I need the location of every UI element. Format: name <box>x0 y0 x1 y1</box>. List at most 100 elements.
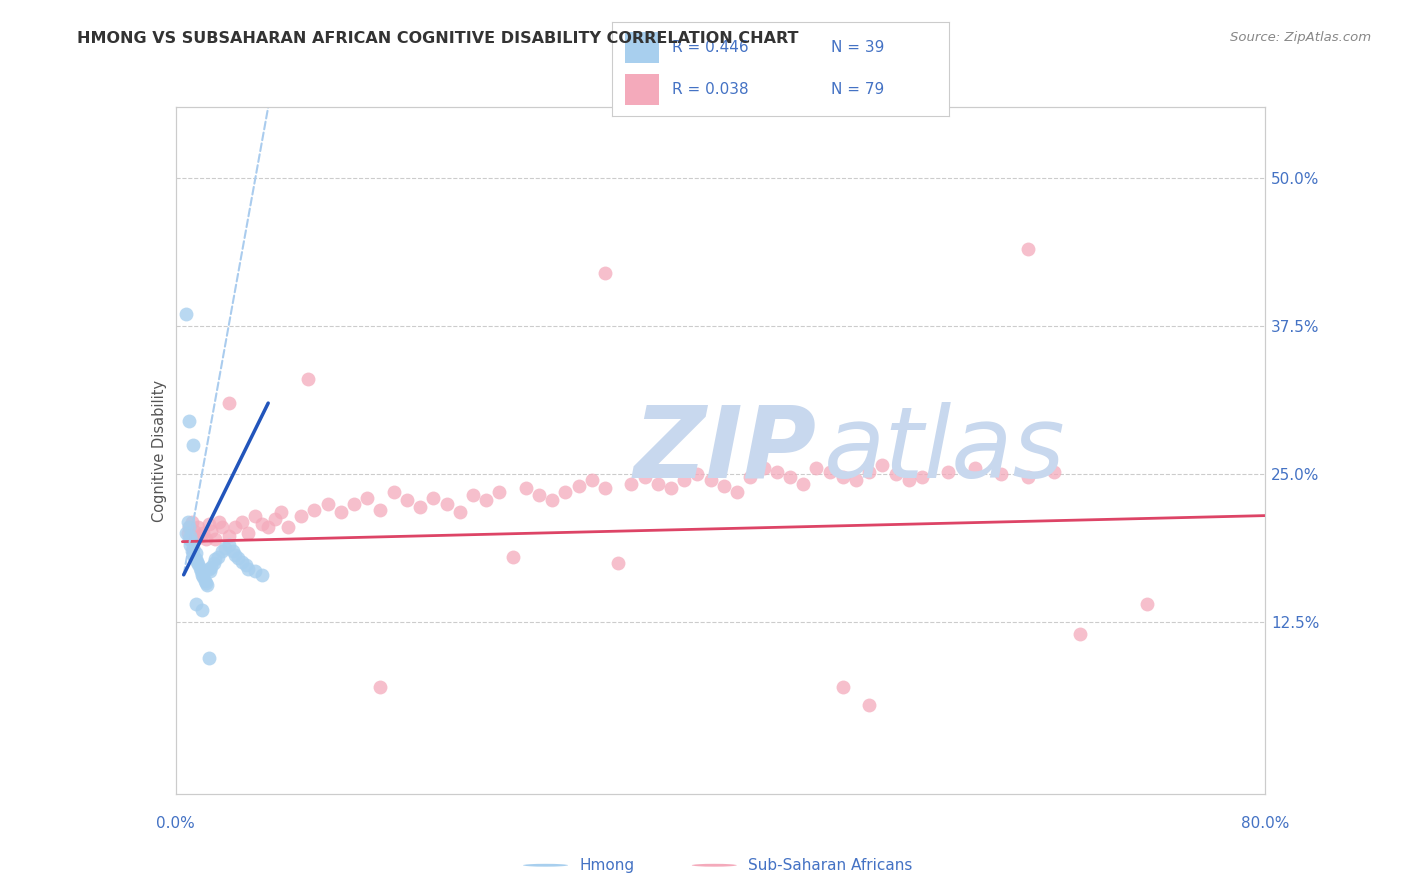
Point <box>765 465 787 479</box>
Point <box>181 437 204 451</box>
Point <box>858 698 880 712</box>
Text: 0.0%: 0.0% <box>156 816 195 831</box>
Point <box>184 552 207 566</box>
Point <box>180 534 202 549</box>
Point <box>541 493 564 508</box>
Point <box>845 473 868 487</box>
Point <box>177 533 200 547</box>
Point <box>831 469 853 483</box>
Circle shape <box>523 863 568 867</box>
Y-axis label: Cognitive Disability: Cognitive Disability <box>152 379 167 522</box>
Point <box>191 603 214 617</box>
Point <box>673 473 696 487</box>
Point <box>568 479 591 493</box>
Bar <box>626 32 659 62</box>
Point <box>224 548 246 562</box>
Point <box>270 505 292 519</box>
Point <box>370 502 392 516</box>
Point <box>818 465 841 479</box>
Point <box>304 502 326 516</box>
Point <box>554 484 576 499</box>
Point <box>176 526 198 541</box>
Point <box>202 556 225 570</box>
Point <box>593 266 616 280</box>
Point <box>370 681 392 695</box>
Point <box>197 516 219 531</box>
Point <box>218 529 240 543</box>
Point <box>1069 627 1091 641</box>
Point <box>356 491 378 505</box>
Point <box>461 488 484 502</box>
Point <box>277 520 299 534</box>
Point <box>188 560 211 574</box>
Point <box>1135 598 1157 612</box>
Point <box>180 515 202 529</box>
Point <box>436 497 458 511</box>
Point <box>382 484 405 499</box>
Text: Source: ZipAtlas.com: Source: ZipAtlas.com <box>1230 31 1371 45</box>
Point <box>204 533 226 547</box>
Point <box>1017 242 1039 256</box>
Point <box>938 465 960 479</box>
Point <box>187 520 209 534</box>
Point <box>475 493 498 508</box>
Point <box>449 505 471 519</box>
Point <box>488 484 510 499</box>
Point <box>990 467 1012 482</box>
Point <box>409 500 432 515</box>
Point <box>897 473 920 487</box>
Point <box>184 546 207 561</box>
Point <box>184 598 207 612</box>
Point <box>200 559 222 574</box>
Point <box>329 505 352 519</box>
Point <box>181 548 204 562</box>
Text: atlas: atlas <box>824 402 1066 499</box>
Point <box>191 567 214 582</box>
Point <box>647 476 669 491</box>
Point <box>316 497 339 511</box>
Point <box>181 529 204 543</box>
Point <box>263 512 285 526</box>
Point <box>872 458 894 472</box>
Point <box>659 481 682 495</box>
Point <box>515 481 537 495</box>
Point <box>218 396 240 410</box>
Point <box>235 558 257 573</box>
Point <box>752 461 775 475</box>
Point <box>183 549 205 564</box>
Point <box>177 414 200 428</box>
Point <box>963 461 986 475</box>
Point <box>581 473 603 487</box>
Point <box>197 562 219 576</box>
Point <box>179 533 201 547</box>
Point <box>181 541 204 555</box>
Point <box>290 508 312 523</box>
Circle shape <box>692 863 737 867</box>
Point <box>214 541 236 555</box>
Point <box>1043 465 1066 479</box>
Point <box>183 524 205 538</box>
Point <box>527 488 550 502</box>
Point <box>858 465 880 479</box>
Point <box>713 479 735 493</box>
Point <box>725 484 748 499</box>
Point <box>343 497 366 511</box>
Point <box>186 555 208 569</box>
Point <box>177 520 200 534</box>
Text: N = 39: N = 39 <box>831 39 884 54</box>
Point <box>250 567 273 582</box>
Point <box>250 516 273 531</box>
Point <box>176 515 198 529</box>
Text: Sub-Saharan Africans: Sub-Saharan Africans <box>748 858 912 872</box>
Point <box>198 564 221 578</box>
Point <box>193 570 215 584</box>
Point <box>226 551 249 566</box>
Point <box>177 520 200 534</box>
Point <box>200 524 222 538</box>
Point <box>607 556 630 570</box>
Point <box>176 307 198 321</box>
Point <box>1017 469 1039 483</box>
Point <box>197 578 219 592</box>
Text: Hmong: Hmong <box>579 858 634 872</box>
Point <box>792 476 814 491</box>
